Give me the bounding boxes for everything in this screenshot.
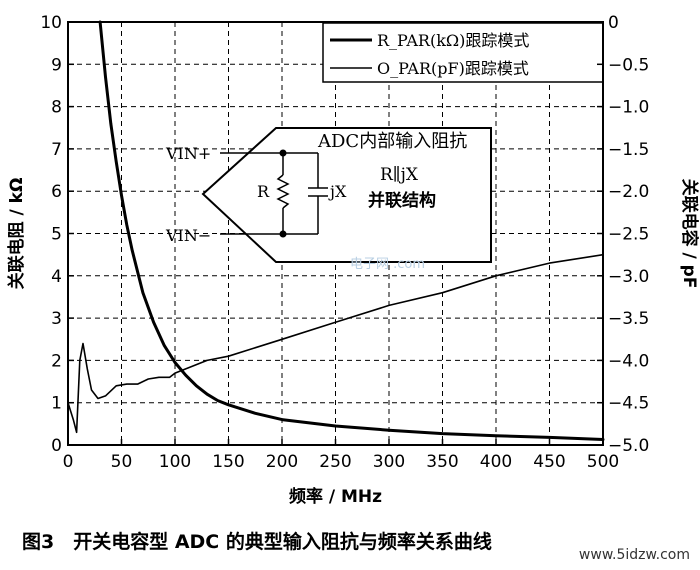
y-left-tick-label: 10 bbox=[40, 13, 62, 33]
y-left-tick-label: 7 bbox=[51, 140, 62, 160]
x-tick-label: 500 bbox=[587, 452, 619, 472]
annotation-pentagon bbox=[201, 127, 492, 263]
y-left-tick-label: 3 bbox=[51, 309, 62, 329]
circuit-annotation-box: ADC内部输入阻抗 VIN+ VIN− R jX R∥jX 并联结构 bbox=[165, 127, 492, 263]
y-left-tick-label: 8 bbox=[51, 98, 62, 118]
annotation-formula: R∥jX bbox=[380, 165, 419, 185]
y-right-tick-label: −1.5 bbox=[608, 140, 649, 160]
y-right-tick-label: −2.5 bbox=[608, 225, 649, 245]
chart-watermark: 电子网 .com bbox=[350, 257, 425, 272]
axes-layer: 0 50 100 150 200 250 300 350 400 450 5000123456789… bbox=[6, 13, 700, 507]
resistor-label: R bbox=[257, 182, 270, 201]
annotation-description: 并联结构 bbox=[368, 190, 436, 211]
x-tick-label: 100 bbox=[159, 452, 191, 472]
y-left-tick-label: 5 bbox=[51, 225, 62, 245]
y-right-tick-label: −3.0 bbox=[608, 267, 649, 287]
y-right-tick-label: −3.5 bbox=[608, 309, 649, 329]
y-right-tick-label: −1.0 bbox=[608, 98, 649, 118]
y-left-axis-label: 关联电阻 / kΩ bbox=[6, 178, 27, 290]
reactance-label: jX bbox=[328, 182, 347, 201]
annotation-vin-plus: VIN+ bbox=[165, 144, 211, 163]
x-tick-label: 250 bbox=[319, 452, 351, 472]
y-right-tick-label: −5.0 bbox=[608, 436, 649, 456]
y-left-tick-label: 1 bbox=[51, 394, 62, 414]
series-layer bbox=[67, 20, 605, 441]
y-left-tick-label: 0 bbox=[51, 436, 62, 456]
y-left-tick-label: 2 bbox=[51, 351, 62, 371]
y-right-axis-label: 关联电容 / pF bbox=[679, 179, 700, 289]
x-tick-label: 400 bbox=[480, 452, 512, 472]
y-left-tick-label: 6 bbox=[51, 182, 62, 202]
x-tick-label: 350 bbox=[426, 452, 458, 472]
legend-label-rpar: R_PAR(kΩ)跟踪模式 bbox=[377, 31, 529, 50]
y-left-tick-label: 4 bbox=[51, 267, 62, 287]
y-right-tick-label: −4.5 bbox=[608, 394, 649, 414]
resistor-icon bbox=[276, 174, 290, 209]
legend: R_PAR(kΩ)跟踪模式 O_PAR(pF)跟踪模式 bbox=[322, 22, 604, 83]
legend-box bbox=[322, 22, 604, 83]
x-axis-label: 频率 / MHz bbox=[289, 486, 382, 507]
x-tick-label: 300 bbox=[373, 452, 405, 472]
legend-label-opar: O_PAR(pF)跟踪模式 bbox=[377, 59, 529, 78]
annotation-vin-minus: VIN− bbox=[165, 226, 211, 245]
y-right-tick-label: −4.0 bbox=[608, 351, 649, 371]
x-tick-label: 450 bbox=[533, 452, 565, 472]
x-tick-label: 50 bbox=[111, 452, 133, 472]
x-tick-label: 200 bbox=[266, 452, 298, 472]
y-right-tick-label: −2.0 bbox=[608, 182, 649, 202]
annotation-title: ADC内部输入阻抗 bbox=[317, 131, 467, 152]
site-watermark: www.5idzw.com bbox=[578, 547, 690, 563]
series-line-opar bbox=[67, 253, 604, 434]
y-right-tick-label: 0 bbox=[608, 13, 619, 33]
series-line-rpar bbox=[98, 20, 605, 441]
x-tick-label: 0 bbox=[63, 452, 74, 472]
y-left-tick-label: 9 bbox=[51, 55, 62, 75]
y-right-tick-label: −0.5 bbox=[608, 55, 649, 75]
x-tick-label: 150 bbox=[212, 452, 244, 472]
figure-caption: 图3 开关电容型 ADC 的典型输入阻抗与频率关系曲线 bbox=[22, 531, 492, 553]
